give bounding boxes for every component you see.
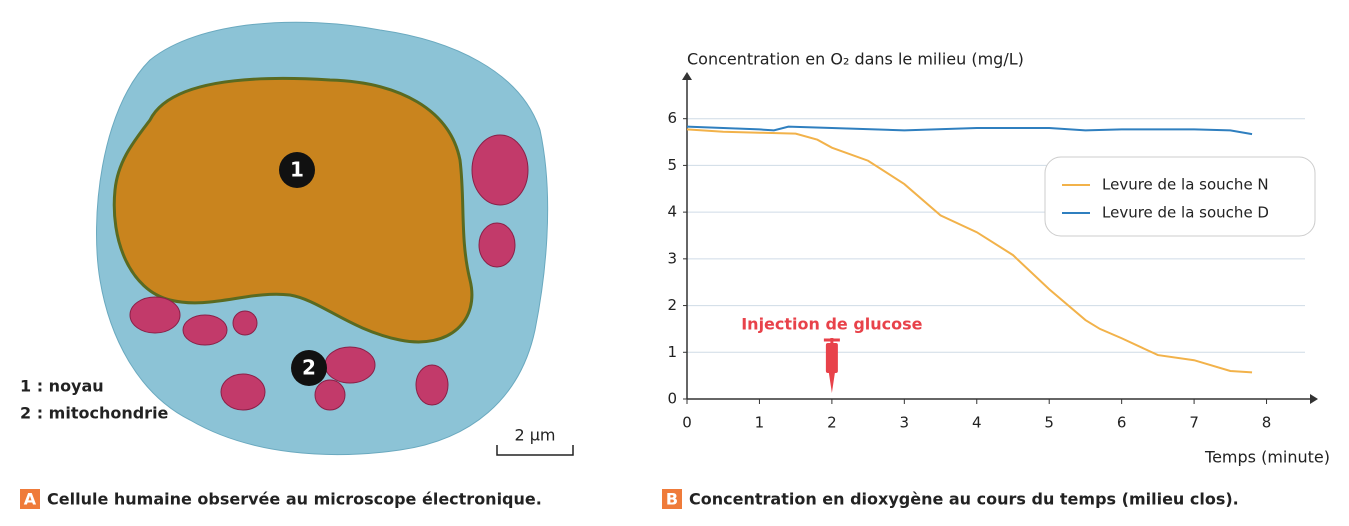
scale-bar: [496, 445, 574, 456]
scale-bar-label: 2 µm: [514, 426, 555, 445]
y-tick-label: 3: [667, 249, 677, 267]
legend-text: 1 : noyau: [20, 377, 104, 396]
y-tick-label: 2: [667, 296, 677, 314]
y-tick-label: 1: [667, 343, 677, 361]
y-axis-arrow: [682, 72, 692, 80]
y-tick-label: 0: [667, 390, 677, 408]
x-tick-label: 4: [972, 414, 982, 432]
line: [686, 128, 1253, 374]
y-tick-label: 5: [667, 156, 677, 174]
panel-label: A: [24, 490, 37, 509]
panel-label: B: [666, 490, 678, 509]
legend-label: Levure de la souche N: [1102, 176, 1269, 194]
panel-badge: [662, 489, 682, 509]
mitochondria: [129, 134, 529, 411]
syringe-needle: [828, 373, 835, 393]
line: [686, 125, 1253, 136]
y-axis-title: Concentration en O₂ dans le milieu (mg/L…: [687, 50, 1024, 69]
legend-label: Levure de la souche D: [1102, 204, 1269, 222]
micrograph: 1 2 1 : noyau 2 : mitochondrie 2 µm: [20, 21, 574, 456]
x-tick-label: 8: [1262, 414, 1272, 432]
x-tick-label: 3: [900, 414, 910, 432]
x-axis-arrow: [1310, 394, 1318, 404]
marker-label: 1: [290, 158, 304, 182]
marker-label: 2: [302, 356, 316, 380]
x-axis-title: Temps (minute): [1204, 448, 1330, 467]
marker: [291, 350, 327, 386]
legend-text: 2 : mitochondrie: [20, 404, 169, 423]
annotation: Injection de glucose: [741, 315, 922, 334]
x-tick-label: 6: [1117, 414, 1127, 432]
panel-badge: [20, 489, 40, 509]
caption: Cellule humaine observée au microscope é…: [47, 490, 542, 509]
x-tick-label: 0: [682, 414, 692, 432]
y-tick-label: 6: [667, 109, 677, 127]
y-tick-label: 4: [667, 203, 677, 221]
x-tick-label: 5: [1044, 414, 1054, 432]
legend-box: [1044, 156, 1316, 237]
caption: Concentration en dioxygène au cours du t…: [689, 490, 1239, 509]
x-tick-label: 1: [755, 414, 765, 432]
syringe: [825, 343, 838, 373]
nucleus: [112, 76, 474, 344]
marker: [279, 152, 315, 188]
x-tick-label: 2: [827, 414, 837, 432]
x-tick-label: 7: [1189, 414, 1199, 432]
